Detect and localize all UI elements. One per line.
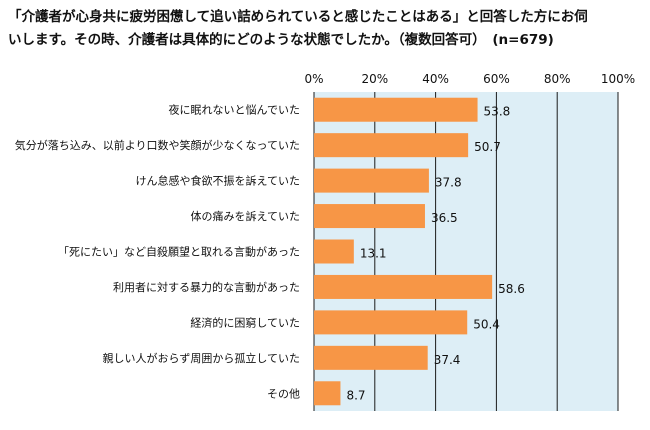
category-label: 利用者に対する暴力的な言動があった [113, 280, 300, 294]
data-label: 50.4 [473, 317, 500, 331]
bar [314, 133, 469, 158]
category-label: 「死にたい」など自殺願望と取れる言動があった [58, 245, 300, 259]
bar [314, 345, 428, 370]
category-label: 親しい人がおらず周囲から孤立していた [103, 351, 300, 365]
value-labels: 53.8 50.7 37.8 36.5 13.1 58.6 50.4 37.4 8.7 [346, 105, 524, 403]
category-label: 体の痛みを訴えていた [191, 209, 300, 223]
bar [314, 274, 493, 299]
bar [314, 381, 341, 406]
chart-title-line-2: いします。その時、介護者は具体的にどのような状態でしたか。（複数回答可） (n=… [8, 32, 554, 48]
bar [314, 310, 468, 335]
x-tick-label: 0% [304, 72, 323, 86]
bars [314, 97, 493, 406]
data-label: 13.1 [360, 247, 387, 261]
bar [314, 97, 478, 122]
data-label: 37.4 [434, 353, 461, 367]
category-labels: 夜に眠れないと悩んでいた気分が落ち込み、以前より口数や笑顔が少なくなっていたけん… [15, 103, 300, 401]
x-tick-label: 80% [544, 72, 571, 86]
category-label: 経済的に困窮していた [190, 315, 300, 329]
x-axis-tick-labels: 0% 20% 40% 60% 80% 100% [304, 72, 635, 86]
category-label: その他 [267, 387, 300, 400]
data-label: 53.8 [484, 105, 511, 119]
x-tick-label: 20% [361, 72, 388, 86]
bar [314, 239, 354, 264]
data-label: 8.7 [346, 388, 365, 402]
category-label: 夜に眠れないと悩んでいた [169, 103, 300, 117]
data-label: 36.5 [431, 211, 458, 225]
x-tick-label: 60% [483, 72, 510, 86]
data-label: 58.6 [498, 282, 525, 296]
x-tick-label: 40% [422, 72, 449, 86]
chart-title-line-1: 「介護者が心身共に疲労困憊して追い詰められていると感じたことはある」と回答した方… [8, 9, 588, 25]
category-label: けん怠感や食欲不振を訴えていた [136, 174, 300, 188]
bar [314, 168, 429, 193]
x-tick-label: 100% [601, 72, 635, 86]
category-label: 気分が落ち込み、以前より口数や笑顔が少なくなっていた [15, 138, 300, 152]
data-label: 37.8 [435, 176, 462, 190]
bar [314, 204, 425, 229]
data-label: 50.7 [474, 140, 501, 154]
chart-title: 「介護者が心身共に疲労困憊して追い詰められていると感じたことはある」と回答した方… [8, 6, 644, 52]
